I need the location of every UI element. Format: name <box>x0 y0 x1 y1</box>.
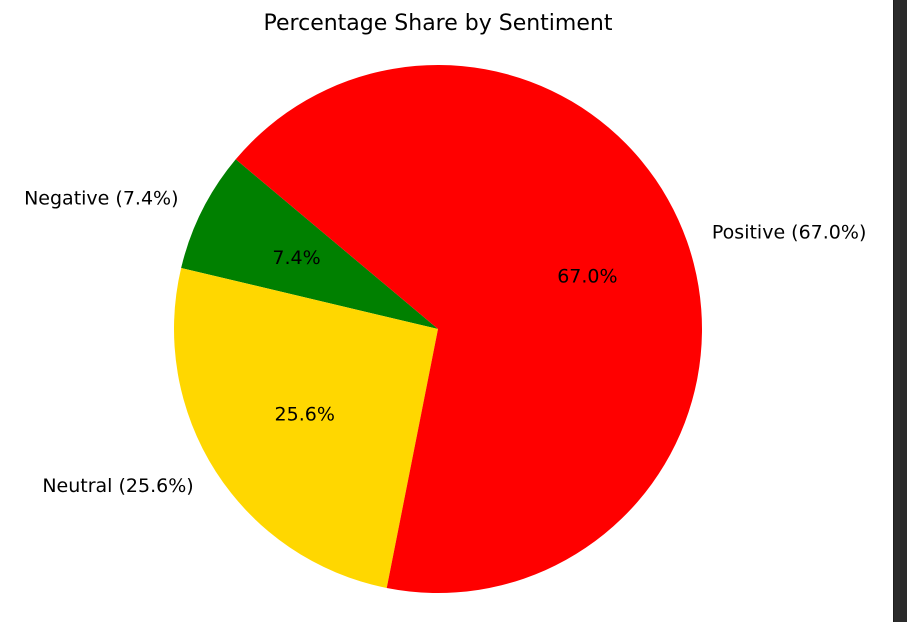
pie-slice-neutral <box>173 268 438 588</box>
pie-slice-negative <box>181 159 438 329</box>
vertical-scrollbar[interactable] <box>893 0 907 622</box>
pie-slice-positive <box>235 64 702 593</box>
outer-label-positive: Positive (67.0%) <box>712 222 866 244</box>
pie-slices <box>173 64 702 593</box>
percent-label-neutral: 25.6% <box>275 404 335 426</box>
pie-labels: Negative (7.4%) 7.4% Neutral (25.6%) 25.6% P… <box>24 188 866 497</box>
outer-label-negative: Negative (7.4%) <box>24 188 178 210</box>
chart-title: Percentage Share by Sentiment <box>264 11 613 36</box>
outer-label-neutral: Neutral (25.6%) <box>42 475 193 497</box>
percent-label-negative: 7.4% <box>272 247 320 269</box>
percent-label-positive: 67.0% <box>557 265 617 287</box>
